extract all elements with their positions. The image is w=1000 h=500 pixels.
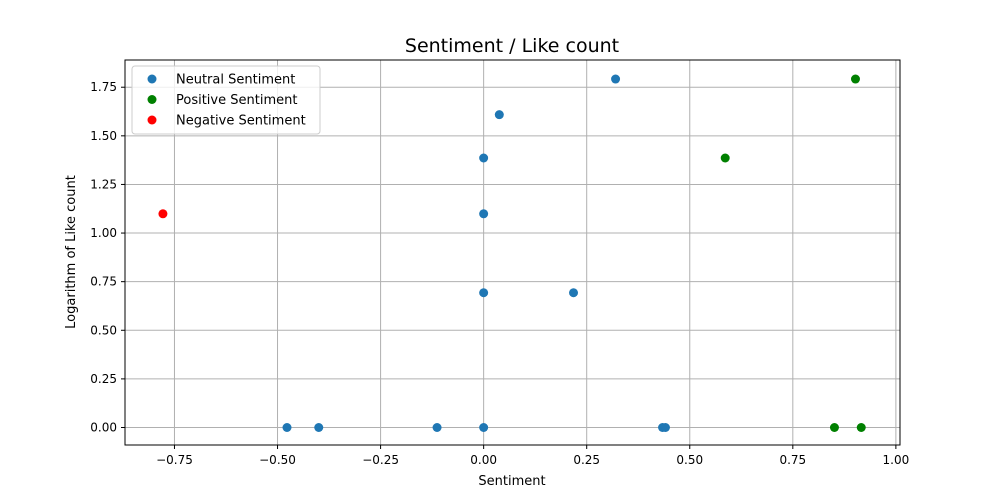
y-axis-label: Logarithm of Like count	[64, 175, 79, 329]
data-point	[282, 423, 292, 432]
x-tick-label: −0.50	[259, 453, 296, 467]
data-point	[479, 423, 489, 432]
y-tick-label: 1.25	[90, 177, 117, 191]
data-point	[494, 110, 504, 120]
series-0	[282, 74, 670, 432]
plot-frame	[124, 59, 901, 446]
x-tick-label: 0.75	[779, 453, 806, 467]
data-point	[856, 423, 866, 432]
y-tick-label: 1.00	[90, 226, 117, 240]
legend-marker	[147, 95, 157, 104]
legend-label: Neutral Sentiment	[176, 73, 295, 88]
x-tick-label: −0.25	[362, 453, 399, 467]
legend-label: Positive Sentiment	[176, 93, 297, 108]
data-point	[158, 209, 168, 219]
y-tick-label: 0.25	[90, 372, 117, 386]
legend-box	[131, 65, 321, 135]
legend-marker	[147, 74, 157, 84]
y-tick-label: 0.50	[90, 323, 117, 337]
data-points	[158, 74, 866, 432]
legend-marker	[147, 115, 157, 125]
data-point	[314, 423, 324, 432]
axis-ticks: −0.75 −0.50 −0.25 0.00 0.25 0.50 0.75 1.00 0.00 0…	[90, 80, 909, 467]
x-axis-label: Sentiment	[478, 474, 545, 489]
data-point	[829, 423, 839, 432]
data-point	[569, 288, 579, 298]
y-tick-label: 1.75	[90, 80, 117, 94]
data-point	[479, 153, 489, 163]
data-point	[720, 153, 730, 163]
x-tick-label: 0.50	[676, 453, 703, 467]
series-1	[720, 74, 866, 432]
legend: Neutral Sentiment Positive Sentiment Negat…	[131, 65, 321, 135]
data-point	[479, 209, 489, 219]
data-point	[432, 423, 442, 432]
series-2	[158, 209, 168, 219]
data-point	[479, 288, 489, 298]
grid	[125, 60, 900, 445]
y-tick-label: 1.50	[90, 129, 117, 143]
legend-label: Negative Sentiment	[176, 114, 306, 129]
y-tick-label: 0.75	[90, 275, 117, 289]
chart-title: Sentiment / Like count	[405, 35, 619, 57]
data-point	[850, 74, 860, 84]
x-tick-label: 1.00	[883, 453, 910, 467]
data-point	[660, 423, 670, 432]
x-tick-label: 0.00	[470, 453, 497, 467]
x-tick-label: 0.25	[573, 453, 600, 467]
y-tick-label: 0.00	[90, 421, 117, 435]
data-point	[611, 74, 621, 84]
x-tick-label: −0.75	[156, 453, 193, 467]
